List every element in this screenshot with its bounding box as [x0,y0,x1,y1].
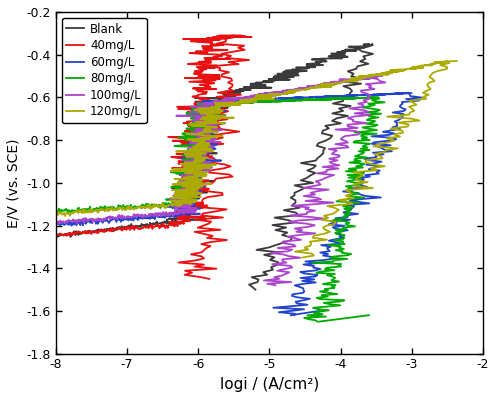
40mg/L [61,232,66,237]
60mg/L [68,223,74,228]
120mg/L [175,203,181,207]
100mg/L [175,211,181,216]
80mg/L [164,204,170,209]
120mg/L [181,201,186,205]
40mg/L [77,230,83,235]
40mg/L [58,231,64,236]
60mg/L [170,211,176,216]
80mg/L [86,206,92,211]
40mg/L [181,221,187,226]
60mg/L [178,212,184,217]
80mg/L [58,209,63,213]
Blank [165,219,171,224]
Blank [53,233,59,238]
60mg/L [61,222,66,227]
80mg/L [174,199,180,204]
60mg/L [58,223,64,227]
60mg/L [53,222,59,227]
Legend: Blank, 40mg/L, 60mg/L, 80mg/L, 100mg/L, 120mg/L: Blank, 40mg/L, 60mg/L, 80mg/L, 100mg/L, … [62,18,147,123]
Line: 40mg/L: 40mg/L [56,222,184,236]
100mg/L [170,213,176,218]
Blank [61,233,67,237]
120mg/L [62,213,68,218]
120mg/L [181,201,187,205]
120mg/L [171,201,177,206]
100mg/L [87,216,93,221]
120mg/L [77,209,83,214]
80mg/L [60,208,66,213]
X-axis label: logi / (A/cm²): logi / (A/cm²) [220,377,319,392]
100mg/L [58,221,64,225]
100mg/L [61,219,66,224]
Line: Blank: Blank [56,219,177,237]
Blank [86,229,92,233]
Line: 60mg/L: 60mg/L [56,213,181,226]
40mg/L [53,234,59,239]
Y-axis label: E/V (vs. SCE): E/V (vs. SCE) [7,138,21,227]
120mg/L [53,211,59,215]
60mg/L [77,221,83,225]
100mg/L [181,211,187,215]
120mg/L [88,207,94,211]
60mg/L [168,213,174,218]
Blank [174,220,180,225]
Line: 100mg/L: 100mg/L [56,210,184,223]
Blank [59,232,64,237]
40mg/L [169,219,175,224]
80mg/L [65,210,71,215]
Blank [55,235,61,239]
Blank [164,217,170,222]
80mg/L [76,205,82,210]
40mg/L [87,230,93,235]
60mg/L [173,212,179,217]
60mg/L [87,219,93,223]
Blank [169,218,175,223]
100mg/L [77,217,83,222]
Blank [76,230,82,235]
40mg/L [175,221,181,226]
80mg/L [169,201,175,205]
120mg/L [58,211,64,215]
Line: 80mg/L: 80mg/L [56,201,177,212]
Line: 120mg/L: 120mg/L [56,203,184,216]
100mg/L [53,221,59,226]
40mg/L [171,223,177,228]
100mg/L [176,208,182,213]
80mg/L [53,207,59,212]
120mg/L [61,211,66,216]
